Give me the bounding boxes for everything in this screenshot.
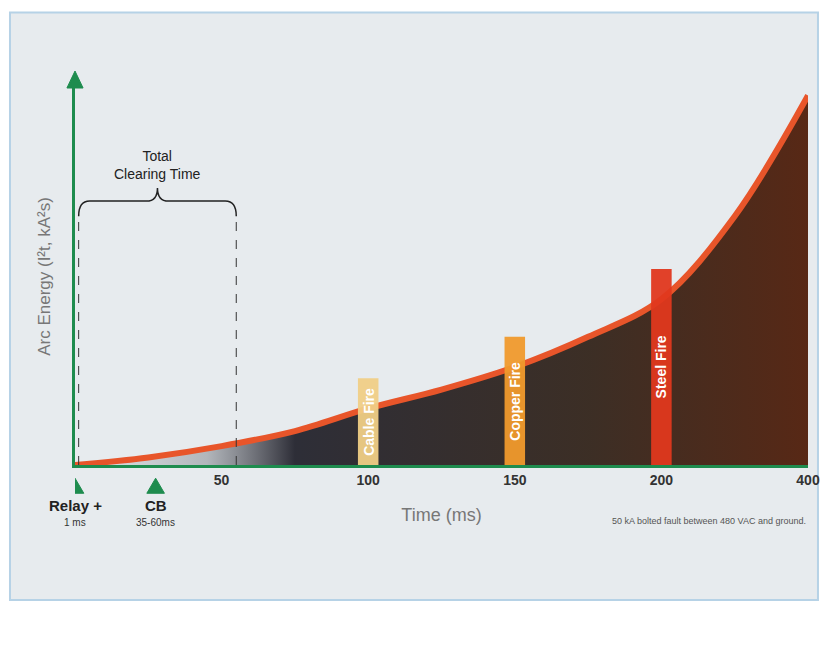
svg-text:Steel Fire: Steel Fire — [653, 335, 669, 398]
svg-text:Cable Fire: Cable Fire — [361, 388, 377, 456]
svg-text:400: 400 — [796, 472, 820, 488]
svg-text:150: 150 — [503, 472, 527, 488]
svg-text:50 kA bolted fault between 480: 50 kA bolted fault between 480 VAC and g… — [612, 516, 806, 526]
svg-text:100: 100 — [357, 472, 381, 488]
svg-text:50: 50 — [214, 472, 230, 488]
svg-text:CB: CB — [145, 497, 167, 514]
svg-text:35-60ms: 35-60ms — [136, 517, 175, 528]
svg-text:Copper Fire: Copper Fire — [507, 362, 523, 441]
svg-text:1 ms: 1 ms — [64, 517, 86, 528]
svg-text:200: 200 — [650, 472, 674, 488]
svg-text:Relay +: Relay + — [49, 497, 102, 514]
svg-text:Arc Energy (I²t, kA²s): Arc Energy (I²t, kA²s) — [35, 197, 54, 356]
svg-text:TotalClearing Time: TotalClearing Time — [114, 148, 201, 182]
svg-text:Time (ms): Time (ms) — [401, 505, 481, 525]
